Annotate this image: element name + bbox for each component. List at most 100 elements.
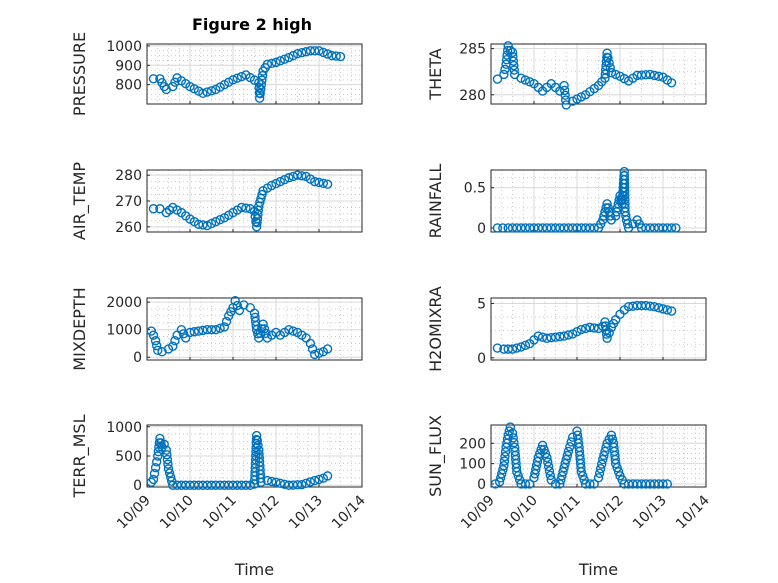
data-point xyxy=(589,223,599,233)
data-point xyxy=(602,48,612,58)
data-point xyxy=(611,69,621,80)
data-point xyxy=(258,319,268,329)
data-point xyxy=(159,439,169,450)
x-axis-label: Time xyxy=(578,560,618,579)
data-point xyxy=(604,328,614,338)
data-point xyxy=(589,479,599,489)
data-point xyxy=(516,73,526,83)
data-point xyxy=(153,345,163,356)
data-point xyxy=(585,322,595,333)
data-point xyxy=(658,304,668,314)
data-point xyxy=(307,344,318,354)
data-point xyxy=(562,450,573,461)
data-point xyxy=(498,465,508,475)
data-point xyxy=(236,202,247,213)
data-point xyxy=(297,479,307,490)
data-point xyxy=(151,340,162,351)
axes-frame xyxy=(490,297,707,361)
data-point xyxy=(206,324,217,335)
data-point xyxy=(539,444,549,455)
y-tick-label: 0 xyxy=(477,221,486,237)
y-tick-label: 0 xyxy=(477,477,486,493)
data-point xyxy=(563,330,574,340)
data-point xyxy=(641,300,651,311)
data-point xyxy=(666,223,677,233)
data-point xyxy=(168,81,178,92)
data-point xyxy=(206,218,217,229)
data-point xyxy=(508,433,518,443)
data-point xyxy=(257,70,268,81)
data-point xyxy=(543,461,554,472)
data-point xyxy=(540,448,551,459)
y-tick-label: 1000 xyxy=(106,323,142,339)
data-point xyxy=(559,331,569,341)
data-point xyxy=(509,65,519,75)
data-point xyxy=(292,170,303,180)
data-point xyxy=(645,69,655,80)
data-point xyxy=(662,305,672,315)
data-point xyxy=(256,477,266,488)
y-tick-label: 270 xyxy=(115,194,142,210)
y-tick-label: 0.5 xyxy=(464,181,486,197)
y-tick-label: 100 xyxy=(459,457,486,473)
x-tick-label: 10/11 xyxy=(200,493,240,533)
data-point xyxy=(509,60,519,71)
data-point xyxy=(595,464,606,474)
data-point xyxy=(544,466,555,476)
data-point xyxy=(565,441,575,452)
data-point xyxy=(215,215,225,225)
y-axis-label: AIR_TEMP xyxy=(70,162,90,240)
data-point xyxy=(611,458,621,469)
data-point xyxy=(505,45,516,56)
data-point xyxy=(654,303,664,313)
data-point xyxy=(649,70,660,81)
y-tick-label: 280 xyxy=(115,168,142,184)
data-point xyxy=(314,348,324,358)
y-tick-label: 800 xyxy=(115,78,142,94)
data-point xyxy=(507,428,518,438)
data-point xyxy=(585,479,595,489)
data-point xyxy=(512,467,522,477)
data-point xyxy=(666,78,677,88)
data-point xyxy=(649,302,660,312)
data-point xyxy=(507,47,518,58)
data-point xyxy=(255,88,265,99)
data-point xyxy=(508,56,519,66)
data-point xyxy=(198,88,208,99)
data-point xyxy=(545,470,556,481)
axes-frame xyxy=(490,424,707,488)
axes-air_temp: 260 270 280 AIR_TEMP xyxy=(70,162,363,240)
data-point xyxy=(507,344,518,354)
data-point xyxy=(305,477,316,487)
data-point xyxy=(259,324,270,334)
data-point xyxy=(508,52,518,62)
data-point xyxy=(563,446,574,457)
y-tick-label: 0 xyxy=(133,478,142,494)
y-tick-label: 0 xyxy=(477,351,486,367)
data-point xyxy=(532,456,543,467)
data-point xyxy=(170,336,180,346)
data-point xyxy=(267,476,277,487)
data-point xyxy=(520,479,531,489)
data-point xyxy=(164,468,175,478)
data-point xyxy=(322,344,333,354)
data-point xyxy=(193,326,204,336)
data-point xyxy=(148,330,159,340)
y-tick-label: 500 xyxy=(115,449,142,465)
data-point xyxy=(502,45,513,56)
data-point xyxy=(492,343,503,353)
data-point xyxy=(236,71,247,82)
data-point xyxy=(292,48,303,59)
data-point xyxy=(322,49,333,59)
data-point xyxy=(542,333,552,343)
axes-theta: 280 285 THETA xyxy=(426,41,707,110)
data-point xyxy=(314,177,324,188)
data-point xyxy=(301,478,311,488)
data-point xyxy=(275,176,285,187)
data-point xyxy=(645,301,655,311)
x-tick-label: 10/12 xyxy=(587,493,627,533)
y-axis-label: PRESSURE xyxy=(70,32,89,116)
data-point xyxy=(533,331,543,341)
data-point xyxy=(251,434,262,445)
